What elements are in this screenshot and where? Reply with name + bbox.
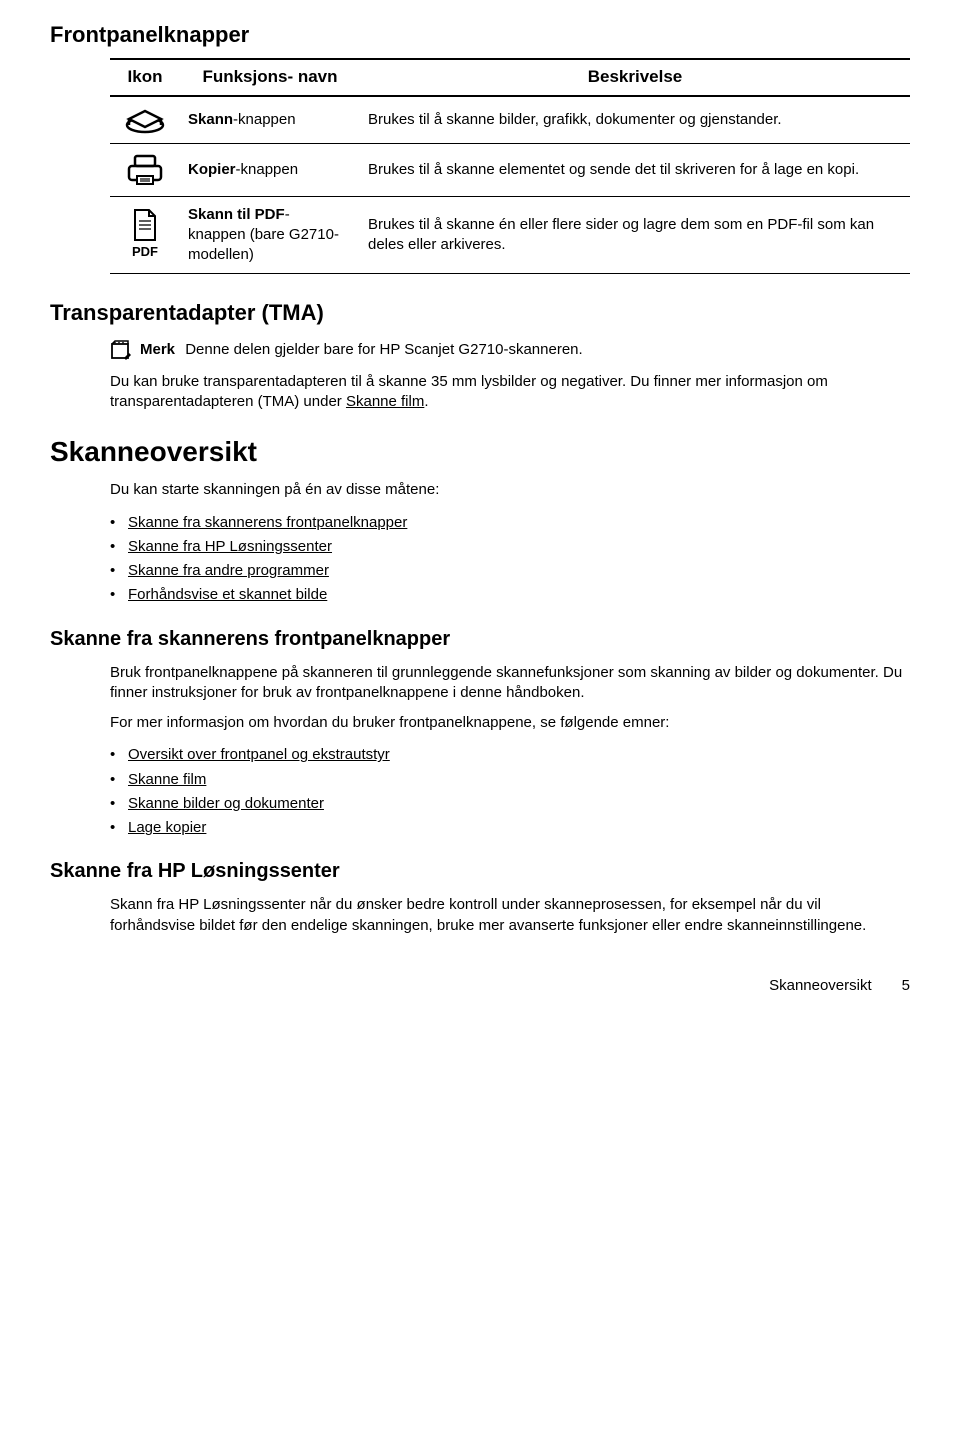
icon-copy xyxy=(110,143,180,196)
note-label: Merk xyxy=(140,341,175,358)
footer-label: Skanneoversikt xyxy=(769,976,872,996)
list-item: Skanne fra andre programmer xyxy=(110,559,910,583)
printer-icon xyxy=(125,152,165,188)
tma-para: Du kan bruke transparentadapteren til å … xyxy=(110,372,910,413)
tma-heading: Transparentadapter (TMA) xyxy=(50,298,910,328)
hpcenter-para: Skann fra HP Løsningssenter når du ønske… xyxy=(110,895,910,936)
th-icon: Ikon xyxy=(110,59,180,96)
note-text: Denne delen gjelder bare for HP Scanjet … xyxy=(185,341,582,358)
cell-name-1: Kopier-knappen xyxy=(180,143,360,196)
page-footer: Skanneoversikt 5 xyxy=(50,976,910,996)
frontpanel-link-2[interactable]: Skanne bilder og dokumenter xyxy=(128,795,324,812)
list-item: Skanne bilder og dokumenter xyxy=(110,792,910,816)
scanner-icon xyxy=(123,105,167,135)
name-suffix-0: -knappen xyxy=(233,111,296,128)
note-body: Merk Denne delen gjelder bare for HP Sca… xyxy=(140,340,583,360)
overview-heading: Skanneoversikt xyxy=(50,433,910,471)
list-item: Skanne fra HP Løsningssenter xyxy=(110,535,910,559)
hpcenter-heading: Skanne fra HP Løsningssenter xyxy=(50,858,910,885)
cell-name-2: Skann til PDF- knappen (bare G2710-model… xyxy=(180,196,360,274)
overview-intro: Du kan starte skanningen på én av disse … xyxy=(110,480,910,500)
frontpanel-list: Oversikt over frontpanel og ekstrautstyr… xyxy=(110,743,910,840)
document-pdf-icon xyxy=(131,208,159,242)
name-bold-1: Kopier xyxy=(188,161,236,178)
page-number: 5 xyxy=(902,976,910,996)
name-suffix-1: -knappen xyxy=(236,161,299,178)
icon-pdf: PDF xyxy=(110,196,180,274)
frontpanel-scan-heading: Skanne fra skannerens frontpanelknapper xyxy=(50,626,910,653)
list-item: Oversikt over frontpanel og ekstrautstyr xyxy=(110,743,910,767)
frontpanel-link-0[interactable]: Oversikt over frontpanel og ekstrautstyr xyxy=(128,746,390,763)
frontpanel-link-3[interactable]: Lage kopier xyxy=(128,819,206,836)
tma-para-end: . xyxy=(424,393,428,410)
name-suffix-2-prefix: - xyxy=(285,206,290,223)
frontpanel-title: Frontpanelknapper xyxy=(50,20,910,50)
tma-para-link[interactable]: Skanne film xyxy=(346,393,424,410)
note-row: Merk Denne delen gjelder bare for HP Sca… xyxy=(110,340,910,362)
frontpanel-para1: Bruk frontpanelknappene på skanneren til… xyxy=(110,663,910,704)
list-item: Skanne film xyxy=(110,768,910,792)
overview-link-1[interactable]: Skanne fra HP Løsningssenter xyxy=(128,538,332,555)
list-item: Lage kopier xyxy=(110,816,910,840)
note-icon xyxy=(110,340,132,362)
overview-link-2[interactable]: Skanne fra andre programmer xyxy=(128,562,329,579)
name-bold-0: Skann xyxy=(188,111,233,128)
cell-name-0: Skann-knappen xyxy=(180,96,360,144)
cell-desc-0: Brukes til å skanne bilder, grafikk, dok… xyxy=(360,96,910,144)
frontpanel-para2: For mer informasjon om hvordan du bruker… xyxy=(110,713,910,733)
function-table: Ikon Funksjons- navn Beskrivelse Skann-k… xyxy=(110,58,910,275)
icon-scan xyxy=(110,96,180,144)
th-name: Funksjons- navn xyxy=(180,59,360,96)
name-bold-2: Skann til PDF xyxy=(188,206,285,223)
name-line2-2: knappen (bare G2710-modellen) xyxy=(188,226,339,263)
cell-desc-1: Brukes til å skanne elementet og sende d… xyxy=(360,143,910,196)
overview-list: Skanne fra skannerens frontpanelknapper … xyxy=(110,511,910,608)
overview-link-3[interactable]: Forhåndsvise et skannet bilde xyxy=(128,586,327,603)
cell-desc-2: Brukes til å skanne én eller flere sider… xyxy=(360,196,910,274)
pdf-label: PDF xyxy=(132,244,158,259)
th-desc: Beskrivelse xyxy=(360,59,910,96)
frontpanel-link-1[interactable]: Skanne film xyxy=(128,771,206,788)
list-item: Forhåndsvise et skannet bilde xyxy=(110,583,910,607)
overview-link-0[interactable]: Skanne fra skannerens frontpanelknapper xyxy=(128,514,407,531)
tma-para-text: Du kan bruke transparentadapteren til å … xyxy=(110,373,828,410)
list-item: Skanne fra skannerens frontpanelknapper xyxy=(110,511,910,535)
